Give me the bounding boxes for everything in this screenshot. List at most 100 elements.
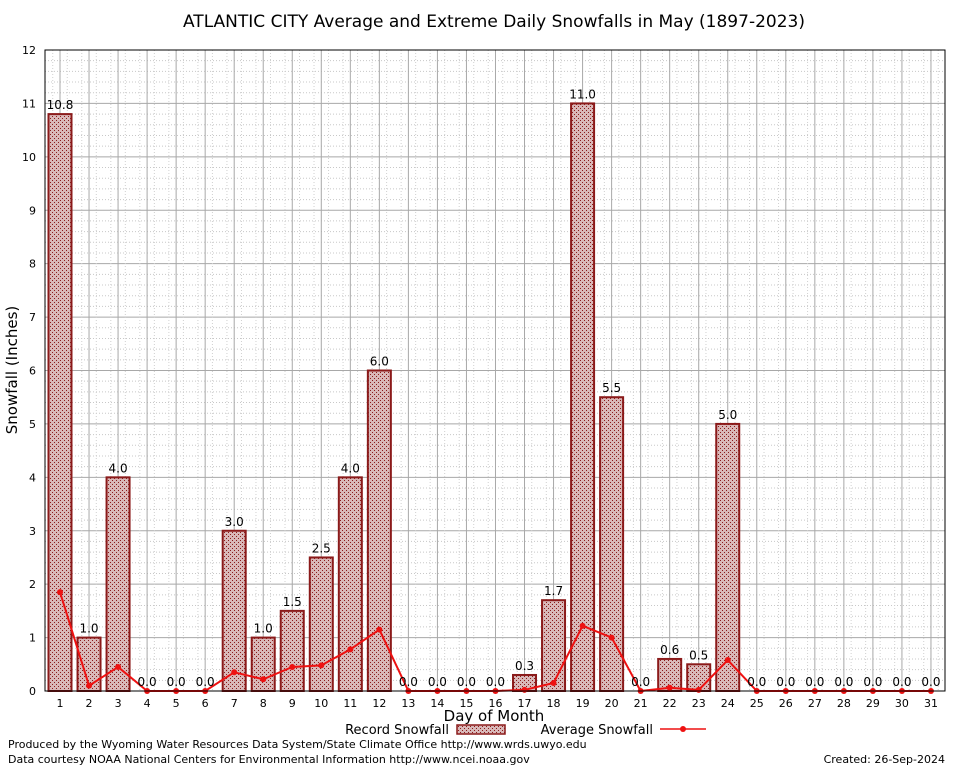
bar-value-label: 0.0 <box>776 675 795 689</box>
bar-value-label: 0.0 <box>631 675 650 689</box>
x-tick-label: 19 <box>576 697 590 710</box>
bar-value-label: 0.0 <box>138 675 157 689</box>
bar-value-label: 0.0 <box>457 675 476 689</box>
x-tick-label: 22 <box>663 697 677 710</box>
average-point <box>115 663 122 670</box>
x-tick-label: 5 <box>173 697 180 710</box>
x-tick-label: 27 <box>808 697 822 710</box>
bar-value-label: 0.0 <box>196 675 215 689</box>
x-tick-label: 11 <box>343 697 357 710</box>
bar-value-label: 0.0 <box>428 675 447 689</box>
x-tick-label: 31 <box>924 697 938 710</box>
y-axis-label: Snowfall (Inches) <box>3 306 21 434</box>
average-point <box>376 626 383 633</box>
footer-data-courtesy: Data courtesy NOAA National Centers for … <box>8 753 530 766</box>
bar-value-label: 0.5 <box>689 648 708 662</box>
record-bar <box>541 599 567 692</box>
legend-record-label: Record Snowfall <box>345 723 449 738</box>
average-point <box>318 662 325 669</box>
x-tick-label: 23 <box>692 697 706 710</box>
average-point <box>260 676 267 683</box>
bar-value-label: 2.5 <box>312 541 331 555</box>
record-bar <box>570 102 596 692</box>
bar-value-label: 1.0 <box>254 622 273 636</box>
bar-value-label: 6.0 <box>370 355 389 369</box>
record-bar <box>366 369 392 692</box>
average-point <box>86 682 93 689</box>
bar-value-label: 0.0 <box>834 675 853 689</box>
y-tick-label: 6 <box>29 365 36 378</box>
record-bar <box>221 529 247 692</box>
average-point <box>347 646 354 653</box>
bar-value-label: 0.0 <box>486 675 505 689</box>
y-tick-label: 10 <box>22 151 36 164</box>
plot-frame <box>44 49 946 692</box>
legend: Record Snowfall Average Snowfall <box>345 723 706 738</box>
y-tick-label: 1 <box>29 632 36 645</box>
y-tick-label: 11 <box>22 97 36 110</box>
x-tick-label: 16 <box>488 697 502 710</box>
average-point <box>724 657 731 664</box>
record-bar <box>337 476 363 693</box>
x-tick-label: 10 <box>314 697 328 710</box>
x-tick-label: 18 <box>547 697 561 710</box>
x-tick-label: 8 <box>260 697 267 710</box>
record-bars <box>47 102 741 693</box>
x-tick-label: 4 <box>144 697 151 710</box>
bar-value-labels: 10.8 1.0 4.0 0.0 0.0 0.0 3.0 1.0 1.5 2.5 4.0 6.0 0.0… <box>47 87 941 689</box>
y-tick-label: 8 <box>29 258 36 271</box>
bar-value-label: 0.0 <box>747 675 766 689</box>
bar-value-label: 0.6 <box>660 643 679 657</box>
x-tick-label: 14 <box>430 697 444 710</box>
bar-value-label: 0.0 <box>805 675 824 689</box>
average-point <box>579 622 586 629</box>
record-bar <box>279 609 305 692</box>
y-tick-label: 2 <box>29 578 36 591</box>
average-point <box>695 686 702 693</box>
y-tick-label: 7 <box>29 311 36 324</box>
record-bar <box>599 396 625 692</box>
y-tick-label: 12 <box>22 44 36 57</box>
bar-value-label: 0.0 <box>892 675 911 689</box>
bar-value-label: 0.0 <box>167 675 186 689</box>
x-axis-label: Day of Month <box>444 707 545 725</box>
bar-value-label: 1.5 <box>283 595 302 609</box>
chart-title: ATLANTIC CITY Average and Extreme Daily … <box>183 12 805 32</box>
x-tick-label: 29 <box>866 697 880 710</box>
x-tick-label: 6 <box>202 697 209 710</box>
record-bar <box>308 556 334 692</box>
x-tick-label: 12 <box>372 697 386 710</box>
x-tick-label: 3 <box>115 697 122 710</box>
x-tick-label: 9 <box>289 697 296 710</box>
bar-value-label: 5.5 <box>602 381 621 395</box>
y-tick-label: 4 <box>29 471 36 484</box>
bar-value-label: 0.0 <box>399 675 418 689</box>
legend-average-label: Average Snowfall <box>541 723 653 738</box>
x-tick-label: 13 <box>401 697 415 710</box>
average-point <box>231 669 238 676</box>
bar-value-label: 0.0 <box>863 675 882 689</box>
x-tick-label: 20 <box>605 697 619 710</box>
average-point <box>289 663 296 670</box>
bar-value-label: 1.0 <box>79 622 98 636</box>
bar-value-label: 0.0 <box>921 675 940 689</box>
x-tick-label: 2 <box>86 697 93 710</box>
bar-value-label: 11.0 <box>569 87 596 101</box>
bar-value-label: 0.3 <box>515 659 534 673</box>
footer-created-date: Created: 26-Sep-2024 <box>823 753 945 766</box>
x-tick-label: 15 <box>459 697 473 710</box>
x-tick-label: 17 <box>518 697 532 710</box>
y-tick-label: 9 <box>29 204 36 217</box>
x-tick-label: 25 <box>750 697 764 710</box>
y-tick-label: 0 <box>29 685 36 698</box>
grid <box>45 49 945 692</box>
x-tick-label: 24 <box>721 697 735 710</box>
x-tick-label: 30 <box>895 697 909 710</box>
bar-value-label: 10.8 <box>47 98 74 112</box>
bar-value-label: 5.0 <box>718 408 737 422</box>
bar-value-label: 1.7 <box>544 584 563 598</box>
average-point <box>608 634 615 641</box>
x-tick-label: 7 <box>231 697 238 710</box>
y-tick-label: 5 <box>29 418 36 431</box>
record-bar <box>250 636 276 692</box>
